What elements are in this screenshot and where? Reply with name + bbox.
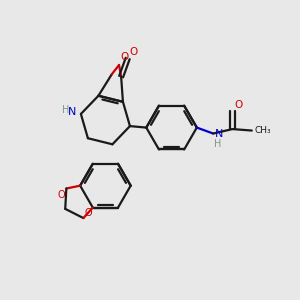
Text: H: H [62, 105, 70, 116]
Text: O: O [57, 190, 65, 200]
Text: O: O [129, 47, 137, 57]
Text: N: N [68, 107, 76, 118]
Text: CH₃: CH₃ [254, 126, 271, 135]
Text: H: H [214, 140, 221, 149]
Text: O: O [121, 52, 129, 62]
Text: O: O [85, 208, 92, 218]
Text: O: O [234, 100, 242, 110]
Text: N: N [214, 128, 223, 139]
